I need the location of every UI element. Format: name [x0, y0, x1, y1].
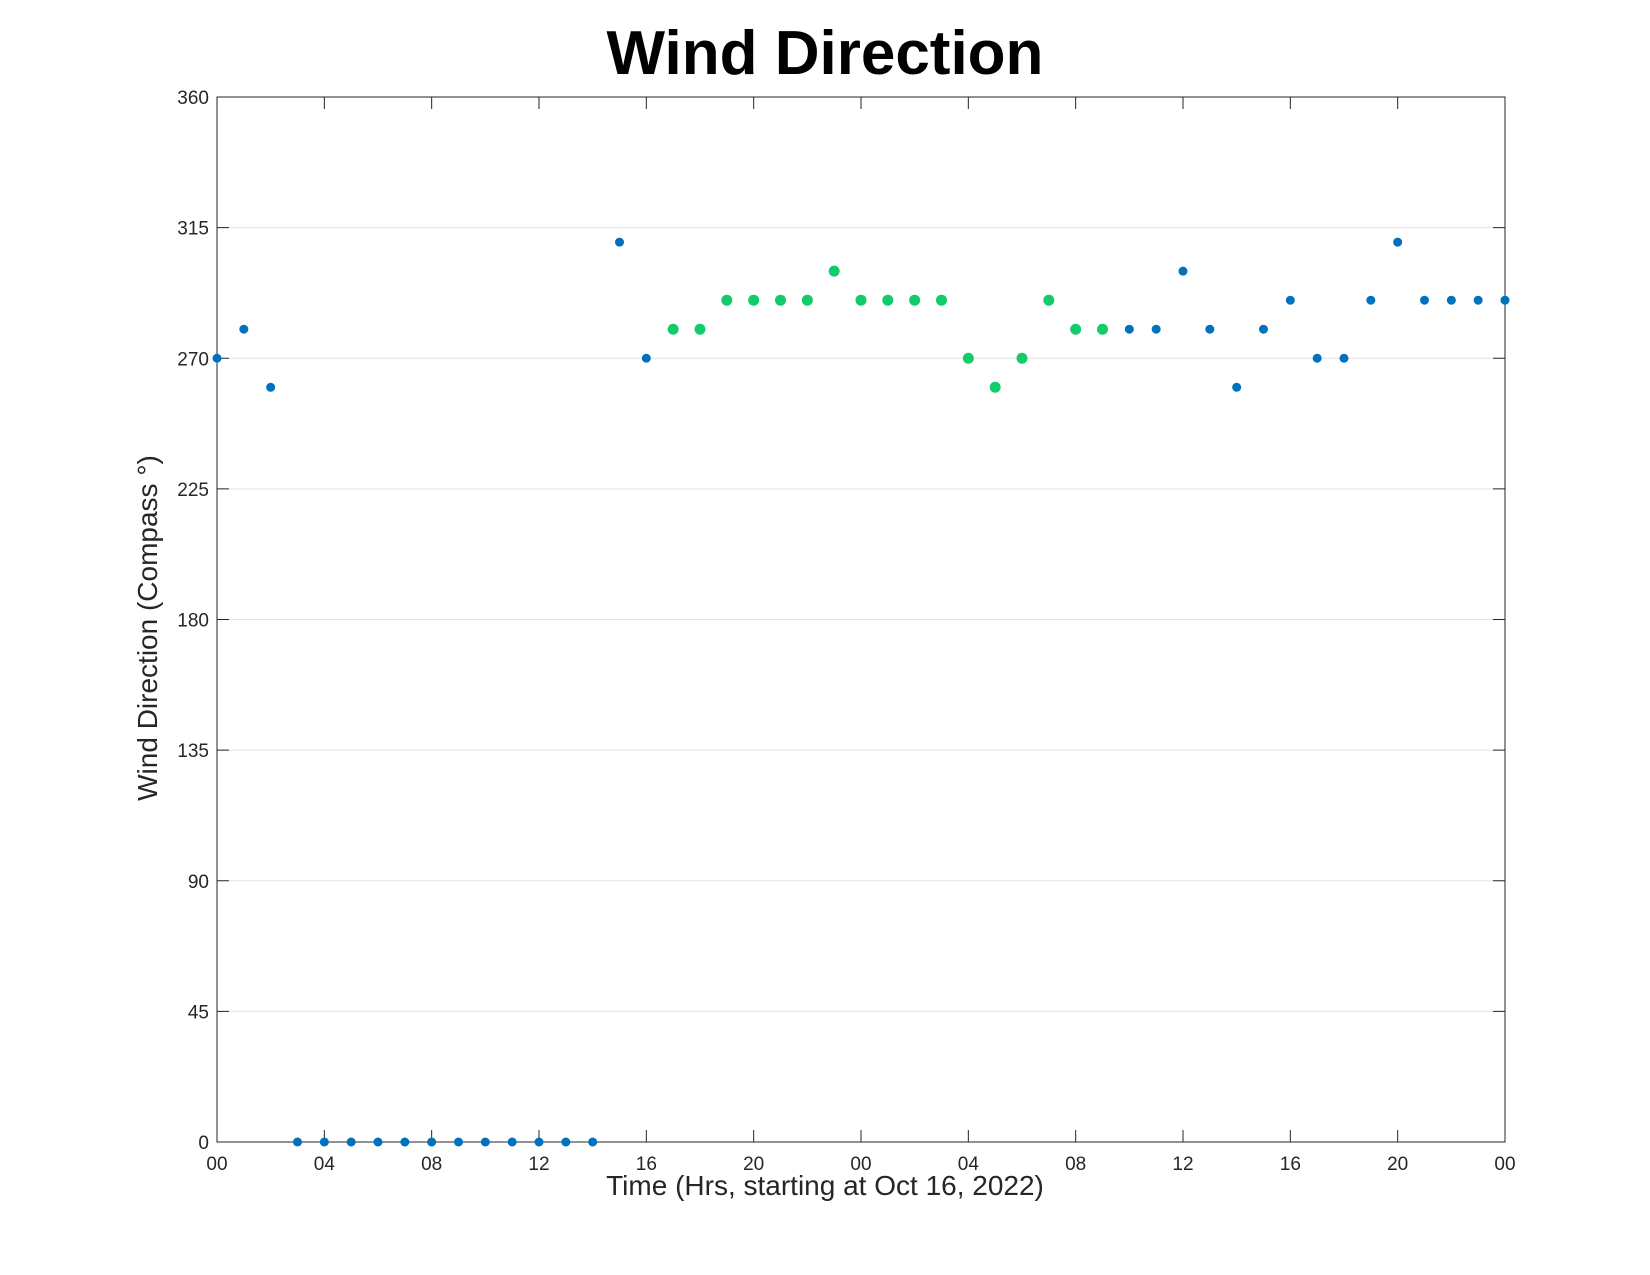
- data-point: [641, 353, 651, 363]
- x-tick-label: 12: [1172, 1154, 1193, 1175]
- points-layer: [212, 237, 1510, 1147]
- data-point: [507, 1137, 517, 1147]
- data-point: [882, 294, 894, 306]
- x-tick-label: 00: [206, 1154, 227, 1175]
- y-tick-label: 45: [188, 1002, 209, 1023]
- data-point: [319, 1137, 329, 1147]
- tick-label-layer: 0 45 90 135 180 225 270 315 360 00 04 08 12 16 20 00 04 0…: [177, 88, 1515, 1175]
- data-point: [936, 294, 947, 306]
- data-point: [1151, 324, 1161, 334]
- data-point: [1016, 352, 1028, 364]
- data-point: [212, 353, 222, 363]
- x-tick-label: 08: [421, 1154, 442, 1175]
- y-tick-label: 180: [177, 611, 209, 632]
- y-tick-label: 315: [177, 219, 209, 240]
- data-point: [1446, 295, 1456, 305]
- data-point: [1259, 324, 1268, 334]
- data-point: [1070, 323, 1082, 335]
- x-tick-label: 04: [314, 1154, 336, 1175]
- data-point: [1178, 266, 1188, 276]
- x-tick-label: 16: [636, 1154, 657, 1175]
- data-point: [1285, 295, 1295, 305]
- x-axis-label: Time (Hrs, starting at Oct 16, 2022): [606, 1170, 1044, 1201]
- data-point: [400, 1137, 410, 1147]
- data-point: [588, 1137, 598, 1147]
- data-point: [534, 1137, 544, 1147]
- axes-layer: [216, 96, 1506, 1143]
- data-point: [346, 1137, 356, 1147]
- data-point: [1393, 237, 1403, 247]
- data-point: [1043, 294, 1055, 306]
- data-point: [1339, 353, 1349, 363]
- data-point: [615, 237, 624, 247]
- chart-title: Wind Direction: [606, 19, 1044, 88]
- x-tick-label: 08: [1065, 1154, 1086, 1175]
- y-tick-label: 90: [188, 872, 209, 893]
- data-point: [694, 323, 706, 335]
- data-point: [721, 294, 733, 306]
- x-tick-label: 00: [1494, 1154, 1515, 1175]
- data-point: [1205, 324, 1215, 334]
- data-point: [239, 324, 249, 334]
- data-point: [1500, 295, 1510, 305]
- data-point: [828, 265, 840, 277]
- data-point: [1473, 295, 1483, 305]
- data-point: [1097, 323, 1108, 335]
- x-tick-label: 00: [850, 1154, 871, 1175]
- y-axis-label: Wind Direction (Compass °): [132, 455, 163, 801]
- data-point: [1124, 324, 1134, 334]
- y-tick-label: 135: [177, 741, 209, 762]
- data-point: [1420, 295, 1429, 305]
- y-tick-label: 225: [177, 480, 209, 501]
- data-point: [427, 1137, 437, 1147]
- data-point: [801, 294, 813, 306]
- data-point: [1312, 353, 1322, 363]
- data-point: [667, 323, 679, 335]
- data-point: [962, 352, 974, 364]
- data-point: [293, 1137, 302, 1147]
- x-tick-label: 04: [958, 1154, 980, 1175]
- data-point: [266, 382, 276, 392]
- grid-layer: [217, 227, 1505, 1012]
- y-tick-label: 360: [177, 88, 209, 109]
- data-point: [855, 294, 867, 306]
- x-tick-label: 20: [743, 1154, 764, 1175]
- data-point: [1366, 295, 1376, 305]
- data-point: [480, 1137, 490, 1147]
- y-tick-label: 270: [177, 349, 209, 370]
- data-point: [373, 1137, 383, 1147]
- data-point: [909, 294, 921, 306]
- data-point: [1232, 382, 1242, 392]
- data-point: [561, 1137, 571, 1147]
- data-point: [775, 294, 786, 306]
- data-point: [748, 294, 760, 306]
- x-tick-label: 12: [528, 1154, 549, 1175]
- x-tick-label: 20: [1387, 1154, 1408, 1175]
- x-tick-label: 16: [1280, 1154, 1301, 1175]
- data-point: [454, 1137, 463, 1147]
- y-tick-label: 0: [198, 1133, 209, 1154]
- data-point: [989, 381, 1001, 393]
